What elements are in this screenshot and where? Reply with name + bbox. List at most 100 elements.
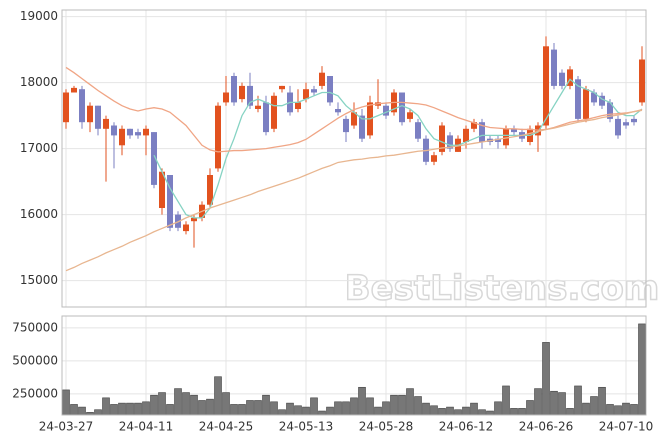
volume-bar [462,406,470,416]
candle-body [599,95,605,106]
candle-body [159,171,165,208]
x-tick-label: 24-06-12 [439,420,493,434]
volume-bar [486,410,494,416]
candle-body [407,112,413,119]
candle-body [567,69,573,86]
volume-bar [446,406,454,416]
y-tick-label: 17000 [20,141,58,155]
y-tick-label: 16000 [20,207,58,221]
candle-body [255,105,261,109]
volume-bar [534,388,542,416]
candle-body [191,217,197,222]
candle-body [511,128,517,133]
candle-body [207,175,213,205]
volume-bar [302,406,310,416]
volume-bar [270,401,278,416]
x-tick-label: 24-04-11 [119,420,173,434]
candle-body [103,118,109,129]
x-tick-label: 24-04-25 [199,420,253,434]
candle-body [591,92,597,103]
candle-body [167,175,173,228]
volume-bar [150,394,158,416]
volume-bar [422,402,430,416]
candle-body [319,72,325,86]
volume-bar [286,402,294,416]
volume-bar [318,410,326,416]
volume-bar [118,402,126,416]
volume-bar [70,404,78,416]
volume-bar [390,394,398,416]
volume-bar [406,388,414,416]
volume-bar [230,404,238,416]
candle-body [479,122,485,142]
volume-bar [310,397,318,416]
candle-body [135,132,141,136]
volume-bar [550,390,558,416]
candle-body [127,128,133,136]
volume-bar [158,392,166,416]
candle-body [95,105,101,129]
candle-body [119,128,125,146]
volume-bar [278,409,286,416]
volume-bar [62,389,70,416]
x-tick-label: 24-05-28 [359,420,413,434]
candle-body [615,118,621,136]
candle-body [415,122,421,139]
candle-body [335,109,341,113]
volume-bar [598,386,606,416]
volume-bar [206,398,214,416]
candle-body [215,105,221,169]
candle-body [311,89,317,93]
volume-bar [374,406,382,416]
y-tick-label: 19000 [20,9,58,23]
y-tick-label: 750000 [12,320,58,334]
candle-body [263,102,269,133]
candle-body [359,115,365,139]
candle-body [247,85,253,106]
volume-bar [502,385,510,416]
candle-body [383,105,389,116]
candle-body [303,89,309,100]
candle-body [607,102,613,119]
volume-bar [526,400,534,416]
volume-bar [134,402,142,416]
volume-bar [382,401,390,416]
panel-frame [61,315,647,416]
candle-body [231,76,237,103]
volume-bar [174,388,182,416]
candle-body [631,118,637,123]
candle-body [279,85,285,90]
volume-bar [582,402,590,416]
volume-bar [214,376,222,416]
candle-body [575,79,581,119]
volume-bar [414,396,422,416]
volume-bar [126,402,134,416]
volume-bar [478,409,486,416]
y-tick-label: 250000 [12,386,58,400]
volume-bar [622,402,630,416]
candle-body [343,118,349,133]
volume-bar [494,401,502,416]
candle-body [495,138,501,142]
candle-body [543,46,549,126]
volume-bar [630,404,638,416]
candle-body [447,135,453,149]
volume-bar [182,392,190,416]
ma-line [65,109,643,272]
candle-body [79,89,85,123]
volume-bar [294,405,302,416]
candle-body [295,102,301,109]
volume-bar [142,401,150,416]
candle-body [463,128,469,142]
candle-body [351,112,357,126]
volume-bar [94,409,102,416]
volume-bar [542,342,550,416]
candle-body [551,49,557,86]
volume-bar [262,394,270,416]
volume-bar [558,392,566,416]
candle-body [223,92,229,103]
candle-body [183,224,189,232]
volume-bar [198,400,206,416]
watermark: BestListens.com [345,269,660,309]
